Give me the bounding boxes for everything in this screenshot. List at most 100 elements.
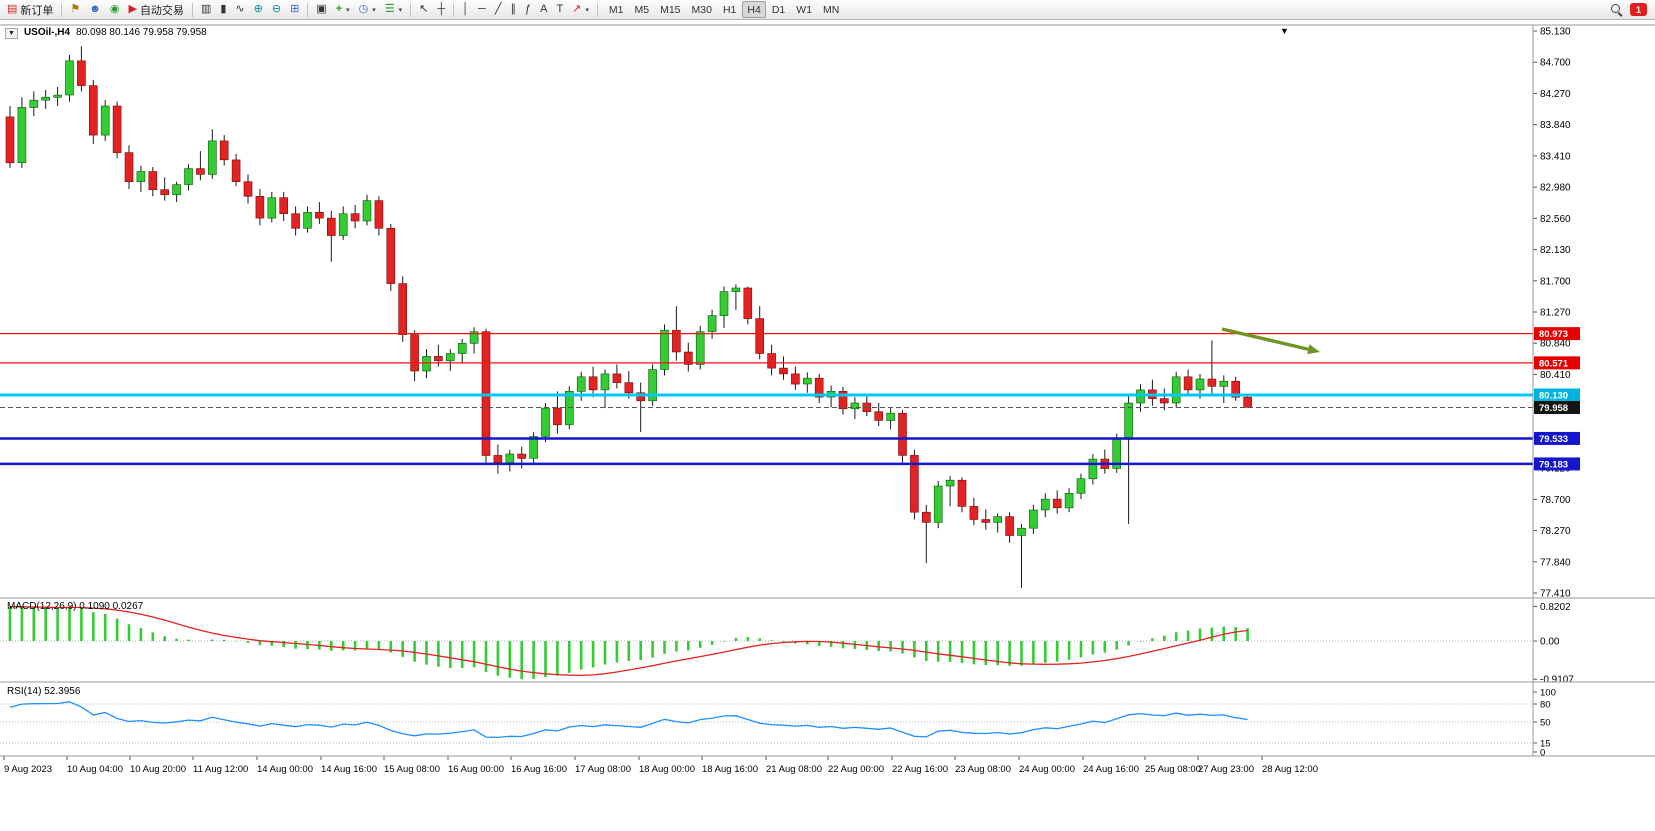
new-chart-icon: + bbox=[335, 3, 343, 15]
candlestick-series bbox=[5, 46, 1252, 588]
toolbar: ▤ 新订单 ⚑ ☻ ◉ ▶ 自动交易 ▥ ▮ ∿ ⊕ ⊖ ⊞ ▣ + ▾ ◷ ▾… bbox=[0, 0, 1655, 20]
cursor-button[interactable]: ↖ bbox=[415, 0, 432, 19]
svg-text:78.270: 78.270 bbox=[1540, 526, 1571, 537]
svg-text:84.700: 84.700 bbox=[1540, 58, 1571, 69]
candlestick-chart-button[interactable]: ▮ bbox=[216, 0, 230, 19]
svg-text:80.973: 80.973 bbox=[1539, 329, 1568, 340]
svg-text:78.700: 78.700 bbox=[1540, 495, 1571, 506]
chart-header: ▼ USOil-,H4 80.098 80.146 79.958 79.958 bbox=[5, 27, 207, 39]
trendline-button[interactable]: ╱ bbox=[491, 0, 506, 19]
chevron-down-icon: ▾ bbox=[585, 6, 589, 14]
svg-text:11 Aug 12:00: 11 Aug 12:00 bbox=[193, 764, 248, 775]
toolbar-separator bbox=[410, 2, 412, 17]
cursor-icon: ↖ bbox=[419, 3, 429, 15]
auto-trading-button[interactable]: ▶ 自动交易 bbox=[124, 0, 187, 19]
svg-text:82.560: 82.560 bbox=[1540, 214, 1571, 225]
svg-text:79.533: 79.533 bbox=[1539, 434, 1568, 445]
timeframe-tab-d1[interactable]: D1 bbox=[771, 3, 786, 16]
chart-ohlc-values: 80.098 80.146 79.958 79.958 bbox=[76, 27, 207, 38]
svg-text:79.183: 79.183 bbox=[1539, 459, 1568, 470]
timeframe-tab-w1[interactable]: W1 bbox=[796, 3, 813, 16]
zoom-in-button[interactable]: ⊕ bbox=[250, 0, 267, 19]
tile-windows-button[interactable]: ⊞ bbox=[286, 0, 303, 19]
alerts-button[interactable]: ⚑ bbox=[66, 0, 84, 19]
text-tool-button[interactable]: A bbox=[536, 0, 551, 19]
svg-text:82.980: 82.980 bbox=[1540, 183, 1571, 194]
community-button[interactable]: ☻ bbox=[85, 0, 105, 19]
fibonacci-icon: ƒ bbox=[524, 3, 532, 15]
svg-text:80.130: 80.130 bbox=[1539, 390, 1568, 401]
toolbar-right: 1 bbox=[1610, 3, 1652, 16]
svg-text:16 Aug 00:00: 16 Aug 00:00 bbox=[448, 764, 504, 775]
new-order-label: 新订单 bbox=[20, 4, 54, 17]
bar-chart-button[interactable]: ▥ bbox=[197, 0, 215, 19]
vertical-line-button[interactable]: │ bbox=[458, 0, 473, 19]
channel-button[interactable]: ∥ bbox=[506, 0, 520, 19]
svg-text:21 Aug 08:00: 21 Aug 08:00 bbox=[766, 764, 822, 775]
timeframe-tab-h4[interactable]: H4 bbox=[742, 1, 766, 18]
svg-text:24 Aug 16:00: 24 Aug 16:00 bbox=[1083, 764, 1139, 775]
svg-text:25 Aug 08:00: 25 Aug 08:00 bbox=[1145, 764, 1201, 775]
arrows-tool-button[interactable]: ↗ ▾ bbox=[568, 0, 593, 19]
svg-text:9 Aug 2023: 9 Aug 2023 bbox=[4, 764, 52, 775]
svg-text:22 Aug 16:00: 22 Aug 16:00 bbox=[892, 764, 948, 775]
svg-text:16 Aug 16:00: 16 Aug 16:00 bbox=[511, 764, 567, 775]
notification-badge[interactable]: 1 bbox=[1630, 3, 1647, 16]
indicators-button[interactable]: ☰ ▾ bbox=[381, 0, 406, 19]
chart-shift-marker[interactable]: ▼ bbox=[1280, 26, 1289, 36]
svg-text:15 Aug 08:00: 15 Aug 08:00 bbox=[384, 764, 440, 775]
svg-text:80.571: 80.571 bbox=[1539, 358, 1569, 369]
candlestick-chart-icon: ▮ bbox=[220, 3, 227, 15]
price-tag-79.183 bbox=[1534, 457, 1580, 471]
horizontal-line-button[interactable]: ─ bbox=[474, 0, 490, 19]
cascade-windows-button[interactable]: ▣ bbox=[312, 0, 330, 19]
macd-panel: 0.8202 0.00 -0.9107 bbox=[0, 602, 1574, 686]
zoom-out-button[interactable]: ⊖ bbox=[268, 0, 285, 19]
toolbar-separator bbox=[307, 2, 309, 17]
cascade-windows-icon: ▣ bbox=[316, 3, 327, 15]
arrow-annotation[interactable] bbox=[1221, 327, 1320, 355]
svg-text:81.700: 81.700 bbox=[1540, 276, 1571, 287]
price-tag-79.958 bbox=[1534, 401, 1580, 415]
fibonacci-button[interactable]: ƒ bbox=[521, 0, 535, 19]
chevron-down-icon: ▾ bbox=[372, 6, 376, 14]
price-tag-80.973 bbox=[1534, 327, 1580, 341]
text-tool-icon: A bbox=[540, 3, 548, 15]
vertical-line-icon: │ bbox=[462, 3, 470, 15]
rsi-indicator-label: RSI(14) 52.3956 bbox=[7, 686, 81, 697]
chevron-down-icon: ▾ bbox=[398, 6, 403, 14]
bar-chart-icon: ▥ bbox=[200, 3, 212, 15]
timeframe-tab-m1[interactable]: M1 bbox=[608, 3, 624, 16]
arrows-tool-icon: ↗ bbox=[572, 3, 582, 15]
svg-text:79.958: 79.958 bbox=[1539, 403, 1568, 414]
timeframe-tab-m5[interactable]: M5 bbox=[634, 3, 650, 16]
timeframe-tab-m30[interactable]: M30 bbox=[691, 3, 712, 16]
timeframe-tab-h1[interactable]: H1 bbox=[722, 3, 737, 16]
new-order-button[interactable]: ▤ 新订单 bbox=[3, 0, 57, 19]
new-chart-button[interactable]: + ▾ bbox=[332, 0, 354, 19]
toolbar-separator bbox=[596, 2, 598, 17]
timeframe-tab-mn[interactable]: MN bbox=[823, 3, 840, 16]
toolbar-separator bbox=[453, 2, 455, 17]
svg-text:15: 15 bbox=[1540, 739, 1551, 750]
label-tool-button[interactable]: T bbox=[552, 0, 567, 19]
periods-button[interactable]: ◷ ▾ bbox=[355, 0, 380, 19]
one-click-trading-toggle[interactable]: ▼ bbox=[5, 27, 18, 39]
tile-windows-icon: ⊞ bbox=[290, 3, 300, 15]
horizontal-line-icon: ─ bbox=[478, 3, 486, 15]
svg-text:23 Aug 08:00: 23 Aug 08:00 bbox=[955, 764, 1011, 775]
line-chart-button[interactable]: ∿ bbox=[231, 0, 248, 19]
svg-text:0.8202: 0.8202 bbox=[1540, 602, 1571, 613]
zoom-out-icon: ⊖ bbox=[271, 3, 282, 15]
chevron-down-icon: ▾ bbox=[346, 6, 350, 14]
channel-icon: ∥ bbox=[510, 3, 516, 15]
timeframe-tab-m15[interactable]: M15 bbox=[660, 3, 681, 16]
market-button[interactable]: ◉ bbox=[106, 0, 124, 19]
crosshair-button[interactable]: ┼ bbox=[433, 0, 449, 19]
search-icon[interactable] bbox=[1610, 3, 1623, 16]
svg-text:77.840: 77.840 bbox=[1540, 557, 1571, 568]
svg-text:14 Aug 16:00: 14 Aug 16:00 bbox=[321, 764, 377, 775]
